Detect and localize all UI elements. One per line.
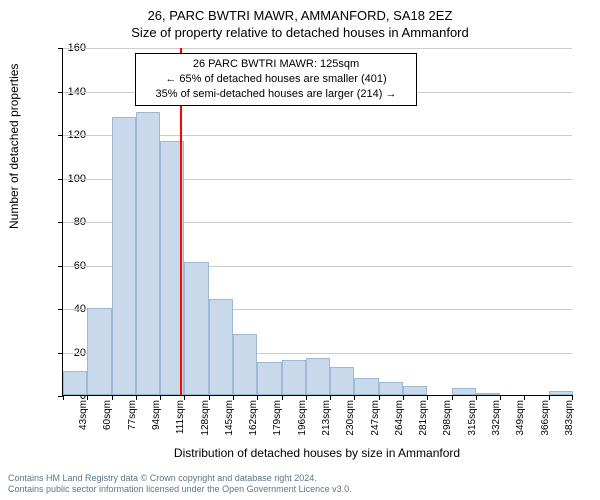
histogram-bar [476,393,500,395]
histogram-bar [452,388,476,395]
x-tick-label: 128sqm [200,400,211,440]
x-tick-label: 230sqm [345,400,356,440]
x-tick-label: 264sqm [394,400,405,440]
y-axis-label: Number of detached properties [7,64,21,229]
x-tick-label: 77sqm [127,400,138,440]
chart-title-main: 26, PARC BWTRI MAWR, AMMANFORD, SA18 2EZ [0,0,600,23]
histogram-bar [112,117,136,395]
footer-line-2: Contains public sector information licen… [8,484,352,496]
x-tick-label: 349sqm [515,400,526,440]
x-tick-label: 196sqm [297,400,308,440]
histogram-bar [403,386,427,395]
x-tick-label: 43sqm [78,400,89,440]
x-tick-mark [63,395,64,400]
histogram-bar [549,391,573,395]
plot-area: 26 PARC BWTRI MAWR: 125sqm ← 65% of deta… [62,48,572,396]
info-line-3: 35% of semi-detached houses are larger (… [142,87,410,102]
x-tick-label: 179sqm [272,400,283,440]
x-tick-label: 111sqm [175,400,186,440]
x-axis-label: Distribution of detached houses by size … [62,446,572,460]
x-tick-label: 247sqm [370,400,381,440]
grid-line [63,48,572,49]
info-line-1: 26 PARC BWTRI MAWR: 125sqm [142,57,410,72]
x-tick-label: 281sqm [418,400,429,440]
chart-title-sub: Size of property relative to detached ho… [0,23,600,40]
x-tick-label: 60sqm [102,400,113,440]
x-tick-label: 213sqm [321,400,332,440]
histogram-bar [379,382,403,395]
footer: Contains HM Land Registry data © Crown c… [8,473,352,496]
info-line-2: ← 65% of detached houses are smaller (40… [142,72,410,87]
histogram-bar [184,262,208,395]
x-tick-label: 315sqm [467,400,478,440]
histogram-bar [306,358,330,395]
histogram-bar [257,362,281,395]
histogram-bar [63,371,87,395]
info-box: 26 PARC BWTRI MAWR: 125sqm ← 65% of deta… [135,53,417,106]
histogram-bar [136,112,160,395]
x-tick-label: 94sqm [151,400,162,440]
x-tick-label: 298sqm [442,400,453,440]
x-tick-label: 162sqm [248,400,259,440]
footer-line-1: Contains HM Land Registry data © Crown c… [8,473,352,485]
chart-container: 26 PARC BWTRI MAWR: 125sqm ← 65% of deta… [62,48,572,418]
histogram-bar [209,299,233,395]
histogram-bar [233,334,257,395]
x-tick-label: 332sqm [491,400,502,440]
histogram-bar [354,378,378,395]
histogram-bar [87,308,111,395]
x-tick-label: 145sqm [224,400,235,440]
x-tick-label: 366sqm [540,400,551,440]
histogram-bar [330,367,354,395]
histogram-bar [282,360,306,395]
x-tick-label: 383sqm [564,400,575,440]
